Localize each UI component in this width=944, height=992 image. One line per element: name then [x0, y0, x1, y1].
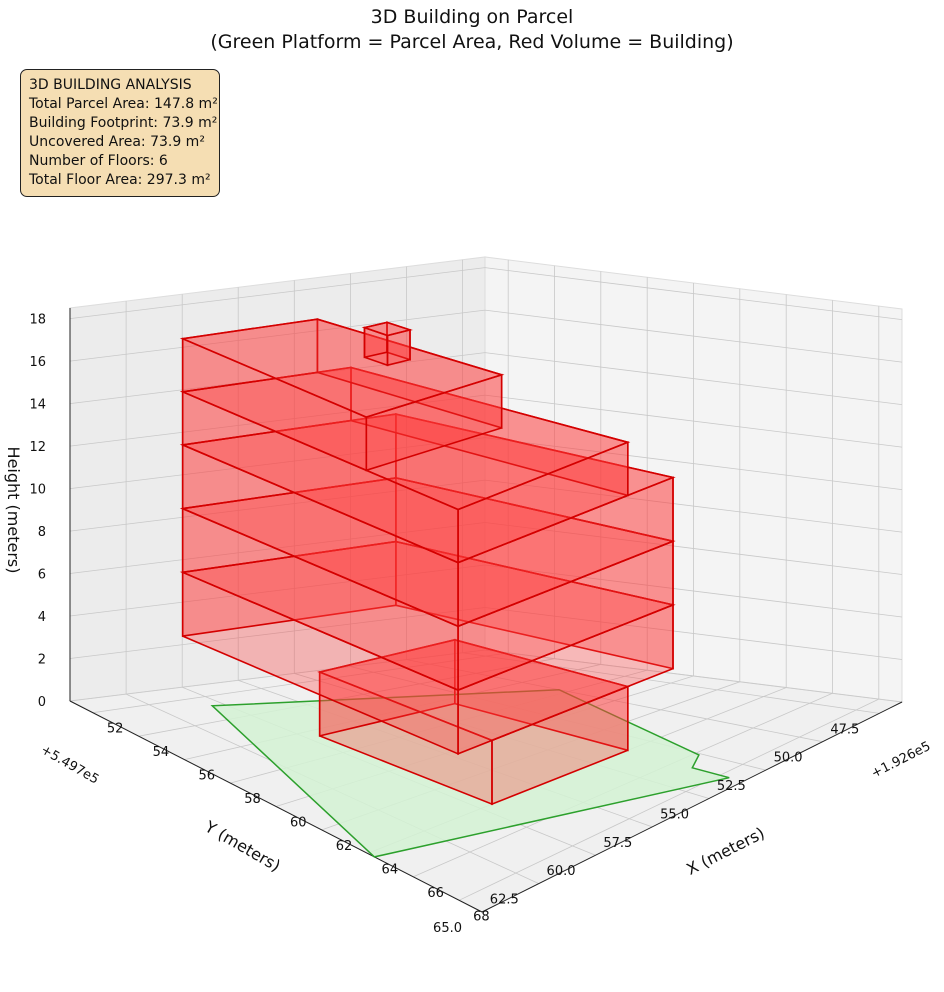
- building-floor-3: [179, 476, 676, 692]
- info-total-floor-area: Total Floor Area: 297.3 m²: [29, 172, 211, 188]
- axis-lines: [69, 308, 903, 913]
- info-uncovered-area: Uncovered Area: 73.9 m²: [29, 134, 205, 150]
- z-tick-label: 2: [38, 653, 46, 668]
- z-tick-label: 14: [29, 398, 46, 413]
- info-building-footprint: Building Footprint: 73.9 m²: [29, 115, 218, 131]
- tick-labels: 52545658606264666847.550.052.555.057.560…: [29, 313, 859, 936]
- y-axis-label: Y (meters): [201, 817, 284, 876]
- grid-z: [69, 267, 903, 320]
- building-base-floor: [317, 638, 631, 806]
- chart-title-line-1: 3D Building on Parcel: [370, 6, 574, 28]
- y-tick-label: 65.0: [433, 921, 462, 936]
- building-layer: [179, 318, 676, 806]
- y-offset-label: +5.497e5: [38, 742, 101, 787]
- x-tick-label: 62: [336, 839, 353, 854]
- x-tick-label: 64: [382, 862, 399, 877]
- z-tick-label: 12: [29, 440, 46, 455]
- y-tick-label: 60.0: [547, 864, 576, 879]
- grid-z: [69, 649, 903, 703]
- x-axis-label: X (meters): [683, 823, 767, 879]
- info-total-parcel-area: Total Parcel Area: 147.8 m²: [29, 96, 218, 112]
- grid-z: [69, 394, 903, 448]
- building-floor-6: [179, 318, 505, 472]
- z-tick-label: 0: [38, 695, 46, 710]
- z-tick-label: 6: [38, 568, 46, 583]
- y-tick-label: 52.5: [717, 779, 746, 794]
- info-box-heading: 3D BUILDING ANALYSIS: [29, 77, 192, 93]
- z-axis-label: Height (meters): [4, 447, 23, 574]
- grid-z: [69, 437, 903, 490]
- z-tick-label: 16: [29, 355, 46, 370]
- grid-z: [69, 352, 903, 405]
- x-tick-label: 68: [473, 909, 490, 924]
- z-tick-label: 10: [29, 483, 46, 498]
- grid-z: [69, 309, 903, 363]
- building-face: [179, 318, 505, 418]
- y-tick-label: 57.5: [603, 836, 632, 851]
- grid-z: [69, 607, 903, 660]
- x-tick-label: 60: [290, 816, 307, 831]
- z-tick-label: 18: [29, 313, 46, 328]
- x-tick-label: 54: [153, 745, 170, 760]
- x-offset-label: +1.926e5: [869, 739, 933, 782]
- y-tick-label: 62.5: [490, 893, 519, 908]
- x-tick-label: 58: [244, 792, 261, 807]
- x-tick-label: 52: [107, 722, 124, 737]
- building-roof-tower: [361, 321, 413, 367]
- grid-z: [69, 564, 903, 618]
- info-number-of-floors: Number of Floors: 6: [29, 153, 168, 169]
- x-tick-label: 56: [198, 769, 215, 784]
- y-tick-label: 50.0: [774, 751, 803, 766]
- building-face: [361, 321, 413, 337]
- y-axis-line: [69, 700, 483, 913]
- z-tick-label: 8: [38, 525, 46, 540]
- x-tick-label: 66: [427, 886, 444, 901]
- info-box: 3D BUILDING ANALYSIS Total Parcel Area: …: [20, 69, 220, 197]
- y-tick-label: 47.5: [830, 722, 859, 737]
- z-tick-label: 4: [38, 610, 46, 625]
- grid-z: [69, 479, 903, 533]
- grid-z: [69, 522, 903, 575]
- y-tick-label: 55.0: [660, 807, 689, 822]
- chart-title-line-2: (Green Platform = Parcel Area, Red Volum…: [210, 31, 734, 53]
- x-axis-line: [481, 701, 903, 913]
